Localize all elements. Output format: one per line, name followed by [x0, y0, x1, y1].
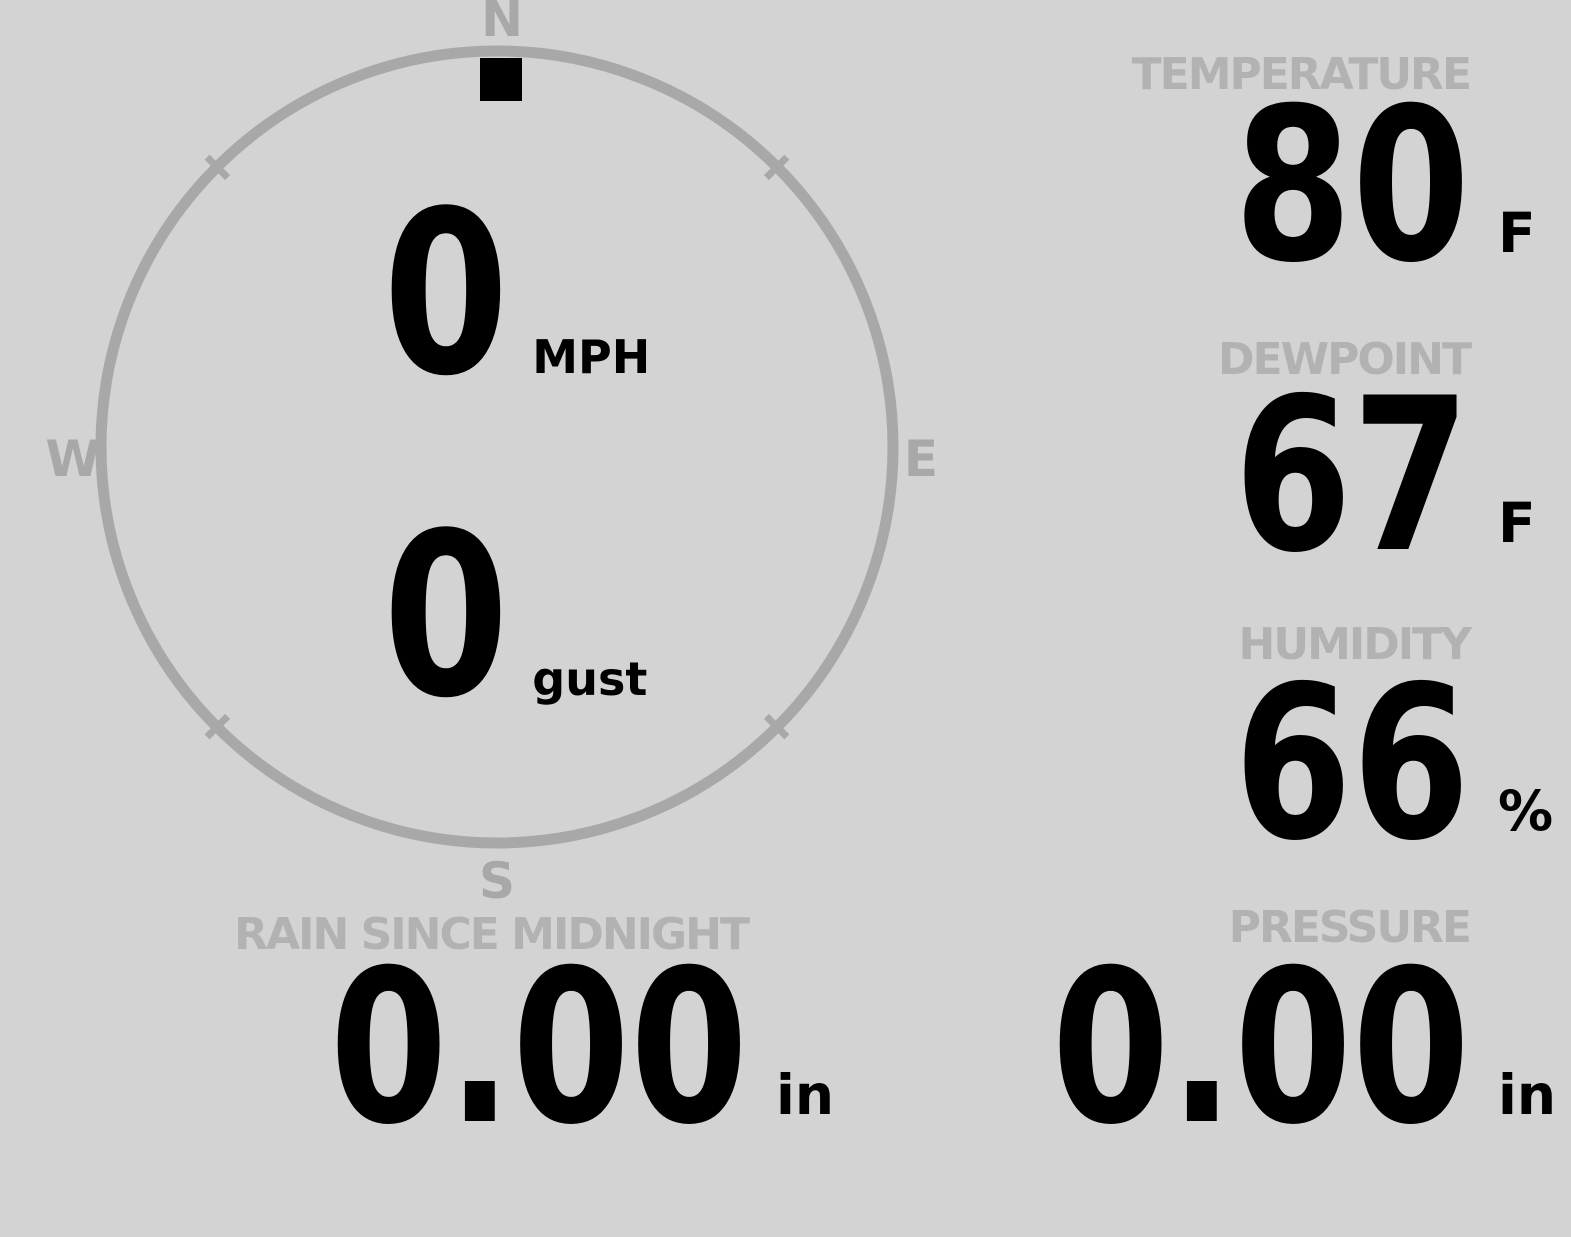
compass-tick-se	[763, 713, 790, 740]
dewpoint-value: 67	[1233, 352, 1470, 599]
wind-speed-value: 0	[383, 163, 509, 426]
temperature-label: TEMPERATURE	[1131, 49, 1472, 100]
humidity-label: HUMIDITY	[1238, 619, 1472, 670]
metric-rain-since-midnight: RAIN SINCE MIDNIGHT 0.00 in	[128, 909, 834, 1171]
compass-label-south: S	[478, 852, 515, 910]
compass-label-west: W	[45, 430, 101, 488]
compass-ticks	[204, 154, 790, 740]
compass-label-east: E	[903, 430, 939, 488]
temperature-value: 80	[1233, 62, 1470, 309]
humidity-unit: %	[1498, 779, 1554, 843]
compass-ring	[95, 45, 899, 849]
pressure-unit: in	[1498, 1063, 1557, 1127]
wind-gust-value: 0	[383, 485, 509, 748]
compass-gauge-svg	[95, 45, 899, 849]
metric-dewpoint: DEWPOINT 67 F	[850, 334, 1536, 599]
temperature-value-row: 80 F	[850, 62, 1536, 309]
rain-since-midnight-label: RAIN SINCE MIDNIGHT	[234, 909, 750, 960]
pressure-label: PRESSURE	[1228, 902, 1472, 953]
dewpoint-unit: F	[1498, 491, 1536, 555]
rain-since-midnight-value: 0.00	[329, 924, 748, 1171]
wind-direction-marker	[480, 58, 522, 101]
wind-direction-marker-square	[480, 58, 522, 101]
rain-since-midnight-unit: in	[776, 1063, 835, 1127]
pressure-value: 0.00	[1051, 924, 1470, 1171]
pressure-value-row: 0.00 in	[850, 924, 1556, 1171]
compass-tick-ne	[763, 154, 790, 181]
humidity-value-row: 66 %	[850, 640, 1553, 887]
wind-speed: 0 MPH	[383, 163, 650, 426]
compass-tick-sw	[204, 713, 231, 740]
temperature-unit: F	[1498, 201, 1536, 265]
wind-gust: 0 gust	[383, 485, 647, 748]
rain-since-midnight-value-row: 0.00 in	[128, 924, 834, 1171]
wind-speed-unit: MPH	[532, 330, 651, 384]
dewpoint-label: DEWPOINT	[1218, 334, 1472, 385]
humidity-value: 66	[1233, 640, 1470, 887]
dewpoint-value-row: 67 F	[850, 352, 1536, 599]
compass-tick-nw	[204, 154, 231, 181]
metric-humidity: HUMIDITY 66 %	[850, 619, 1553, 887]
metric-pressure: PRESSURE 0.00 in	[850, 902, 1556, 1171]
metric-temperature: TEMPERATURE 80 F	[850, 49, 1536, 309]
wind-gust-unit: gust	[532, 652, 648, 706]
compass-label-north: N	[481, 0, 523, 48]
